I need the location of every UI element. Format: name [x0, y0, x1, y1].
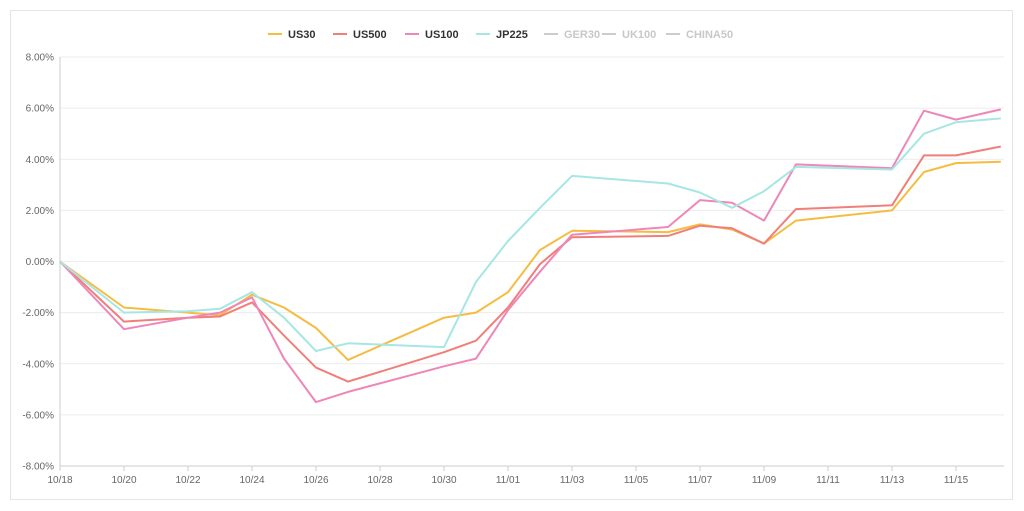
x-tick-label: 10/22 — [175, 475, 200, 486]
x-tick-label: 11/01 — [496, 475, 521, 486]
x-tick-label: 10/18 — [47, 475, 72, 486]
y-tick-label: 6.00% — [26, 104, 54, 115]
x-tick-label: 11/03 — [560, 475, 585, 486]
legend-label: US30 — [288, 29, 316, 41]
legend-item-us100[interactable]: US100 — [405, 29, 459, 41]
y-tick-label: 4.00% — [26, 155, 54, 166]
legend-item-uk100[interactable]: UK100 — [602, 29, 656, 41]
y-tick-label: -8.00% — [22, 462, 54, 473]
legend-label: US100 — [425, 29, 459, 41]
x-tick-label: 11/07 — [688, 475, 713, 486]
y-tick-label: -4.00% — [22, 359, 54, 370]
x-tick-label: 10/24 — [239, 475, 264, 486]
legend-item-ger30[interactable]: GER30 — [544, 29, 600, 41]
chart-frame — [10, 10, 1013, 500]
legend-label: GER30 — [564, 29, 600, 41]
x-tick-label: 11/09 — [752, 475, 777, 486]
series-line-us100 — [59, 108, 1002, 404]
legend-label: JP225 — [496, 29, 528, 41]
series-line-jp225 — [59, 117, 1001, 352]
legend-item-china50[interactable]: CHINA50 — [666, 29, 733, 41]
x-tick-label: 11/13 — [880, 475, 905, 486]
series-lines — [59, 108, 1002, 404]
y-tick-label: 0.00% — [26, 257, 54, 268]
y-axis: 8.00% 6.00% 4.00% 2.00% 0.00% -2.00% -4.00% -6.… — [22, 53, 61, 473]
x-tick-label: 11/15 — [944, 475, 969, 486]
legend[interactable]: US30 US500 US100 JP225 GER30 UK100 CHINA50 — [268, 29, 733, 41]
x-tick-label: 10/30 — [431, 475, 456, 486]
legend-item-us30[interactable]: US30 — [268, 29, 316, 41]
x-tick-label: 11/05 — [624, 475, 649, 486]
y-tick-label: -2.00% — [22, 308, 54, 319]
x-tick-label: 10/28 — [367, 475, 392, 486]
x-tick-label: 10/26 — [303, 475, 328, 486]
legend-item-us500[interactable]: US500 — [333, 29, 387, 41]
legend-item-jp225[interactable]: JP225 — [476, 29, 528, 41]
series-line-us30 — [59, 160, 1001, 361]
x-axis: 10/18 10/20 10/22 10/24 10/26 10/28 10/30 11/01… — [47, 465, 1004, 486]
legend-label: CHINA50 — [686, 29, 733, 41]
legend-label: UK100 — [622, 29, 656, 41]
series-line-us500 — [59, 145, 1001, 383]
y-tick-label: -6.00% — [22, 410, 54, 421]
x-tick-label: 10/20 — [111, 475, 136, 486]
y-tick-label: 8.00% — [26, 53, 54, 64]
x-tick-label: 11/11 — [816, 475, 840, 486]
y-tick-label: 2.00% — [26, 206, 54, 217]
legend-label: US500 — [353, 29, 387, 41]
